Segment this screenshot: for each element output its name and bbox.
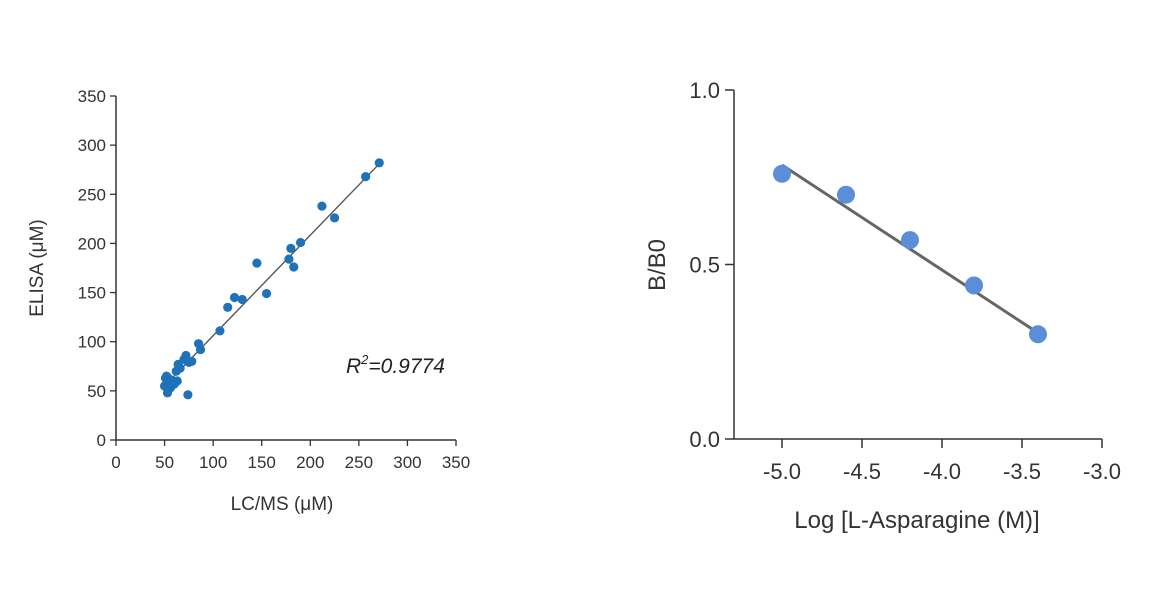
left-fit-line — [164, 164, 379, 387]
scatter-point — [183, 390, 193, 400]
scatter-point — [229, 292, 240, 303]
scatter-point — [215, 326, 225, 336]
left-y-tick-label: 50 — [87, 382, 106, 401]
scatter-point — [317, 201, 327, 211]
right-x-tick-label: -4.0 — [923, 459, 961, 484]
r-superscript: 2 — [360, 352, 369, 367]
r-squared-annotation: R2=0.9774 — [346, 352, 445, 378]
left-x-tick-label: 100 — [199, 453, 227, 472]
r-symbol: R — [346, 355, 361, 378]
left-y-tick-label: 350 — [78, 87, 106, 106]
left-x-tick-label: 150 — [248, 453, 276, 472]
left-x-tick-label: 200 — [296, 453, 324, 472]
scatter-point — [175, 363, 185, 373]
scatter-point — [329, 213, 340, 223]
binding-curve-chart: -5.0 -4.5 -4.0 -3.5 -3.0 0.0 0.5 1.0 Log [L-Asp… — [644, 78, 1121, 534]
data-point — [837, 185, 855, 204]
left-x-axis-label: LC/MS (μM) — [231, 494, 334, 515]
left-y-axis-label: ELISA (μM) — [27, 219, 48, 317]
data-point — [901, 231, 919, 250]
scatter-point — [374, 158, 384, 168]
scatter-point — [195, 344, 206, 355]
scatter-point — [181, 350, 191, 361]
left-y-tick-label: 100 — [78, 333, 106, 352]
right-y-axis-label: B/B0 — [644, 239, 671, 291]
scatter-point — [261, 288, 272, 299]
right-y-tick-label: 1.0 — [689, 78, 720, 103]
right-x-tick-label: -3.0 — [1083, 459, 1121, 484]
right-x-axis-label: Log [L-Asparagine (M)] — [794, 507, 1039, 534]
left-x-tick-label: 50 — [155, 453, 174, 472]
left-y-tick-label: 0 — [97, 431, 106, 450]
scatter-point — [237, 294, 247, 305]
left-y-tick-label: 200 — [78, 234, 106, 253]
scatter-point — [172, 376, 182, 386]
scatter-point — [289, 262, 299, 272]
right-y-tick-label: 0.0 — [689, 427, 720, 452]
scatter-point — [187, 356, 197, 366]
right-y-tick-label: 0.5 — [689, 253, 720, 278]
right-x-tick-label: -5.0 — [763, 459, 801, 484]
left-x-tick-label: 300 — [393, 453, 421, 472]
data-point — [1029, 325, 1047, 344]
left-y-tick-label: 150 — [78, 284, 106, 303]
r-squared-value: =0.9774 — [368, 355, 445, 378]
left-x-tick-label: 350 — [442, 453, 470, 472]
right-x-tick-label: -3.5 — [1003, 459, 1041, 484]
scatter-point — [286, 243, 296, 253]
left-y-tick-label: 250 — [78, 185, 106, 204]
left-x-tick-label: 0 — [111, 453, 120, 472]
data-point — [773, 164, 791, 183]
left-x-tick-label: 250 — [345, 453, 373, 472]
scatter-point — [223, 302, 233, 312]
scatter-point — [284, 254, 294, 264]
scatter-point — [361, 171, 371, 182]
scatter-point — [295, 237, 306, 248]
scatter-point — [252, 258, 262, 268]
right-x-tick-label: -4.5 — [843, 459, 881, 484]
left-y-tick-label: 300 — [78, 136, 106, 155]
data-point — [965, 276, 983, 295]
scatter-chart: 0 50 100 150 200 250 300 350 0 50 100 150 200 250 300 3… — [27, 87, 470, 515]
